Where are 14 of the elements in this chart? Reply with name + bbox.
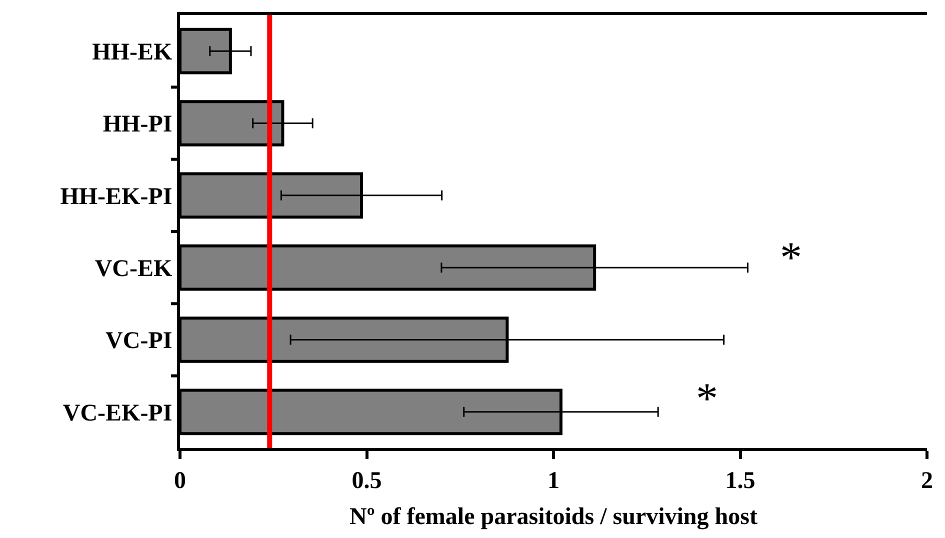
- x-tick-label: 2: [921, 468, 933, 494]
- y-tick-label: HH-EK: [92, 39, 173, 66]
- x-tick-label: 0: [174, 468, 186, 494]
- x-tick-label: 1: [548, 468, 560, 494]
- y-tick-label: HH-EK-PI: [60, 184, 172, 210]
- y-tick-label: VC-PI: [106, 328, 172, 354]
- x-tick-label: 1.5: [725, 468, 756, 494]
- y-tick-label: VC-EK: [94, 256, 173, 282]
- x-axis-title: Nº of female parasitoids / surviving host: [350, 504, 758, 530]
- y-tick-label: HH-PI: [102, 112, 172, 138]
- annotation: *: [696, 374, 718, 423]
- y-tick-label: VC-EK-PI: [62, 400, 172, 426]
- annotation: *: [780, 233, 802, 282]
- x-tick-label: 0.5: [352, 468, 382, 494]
